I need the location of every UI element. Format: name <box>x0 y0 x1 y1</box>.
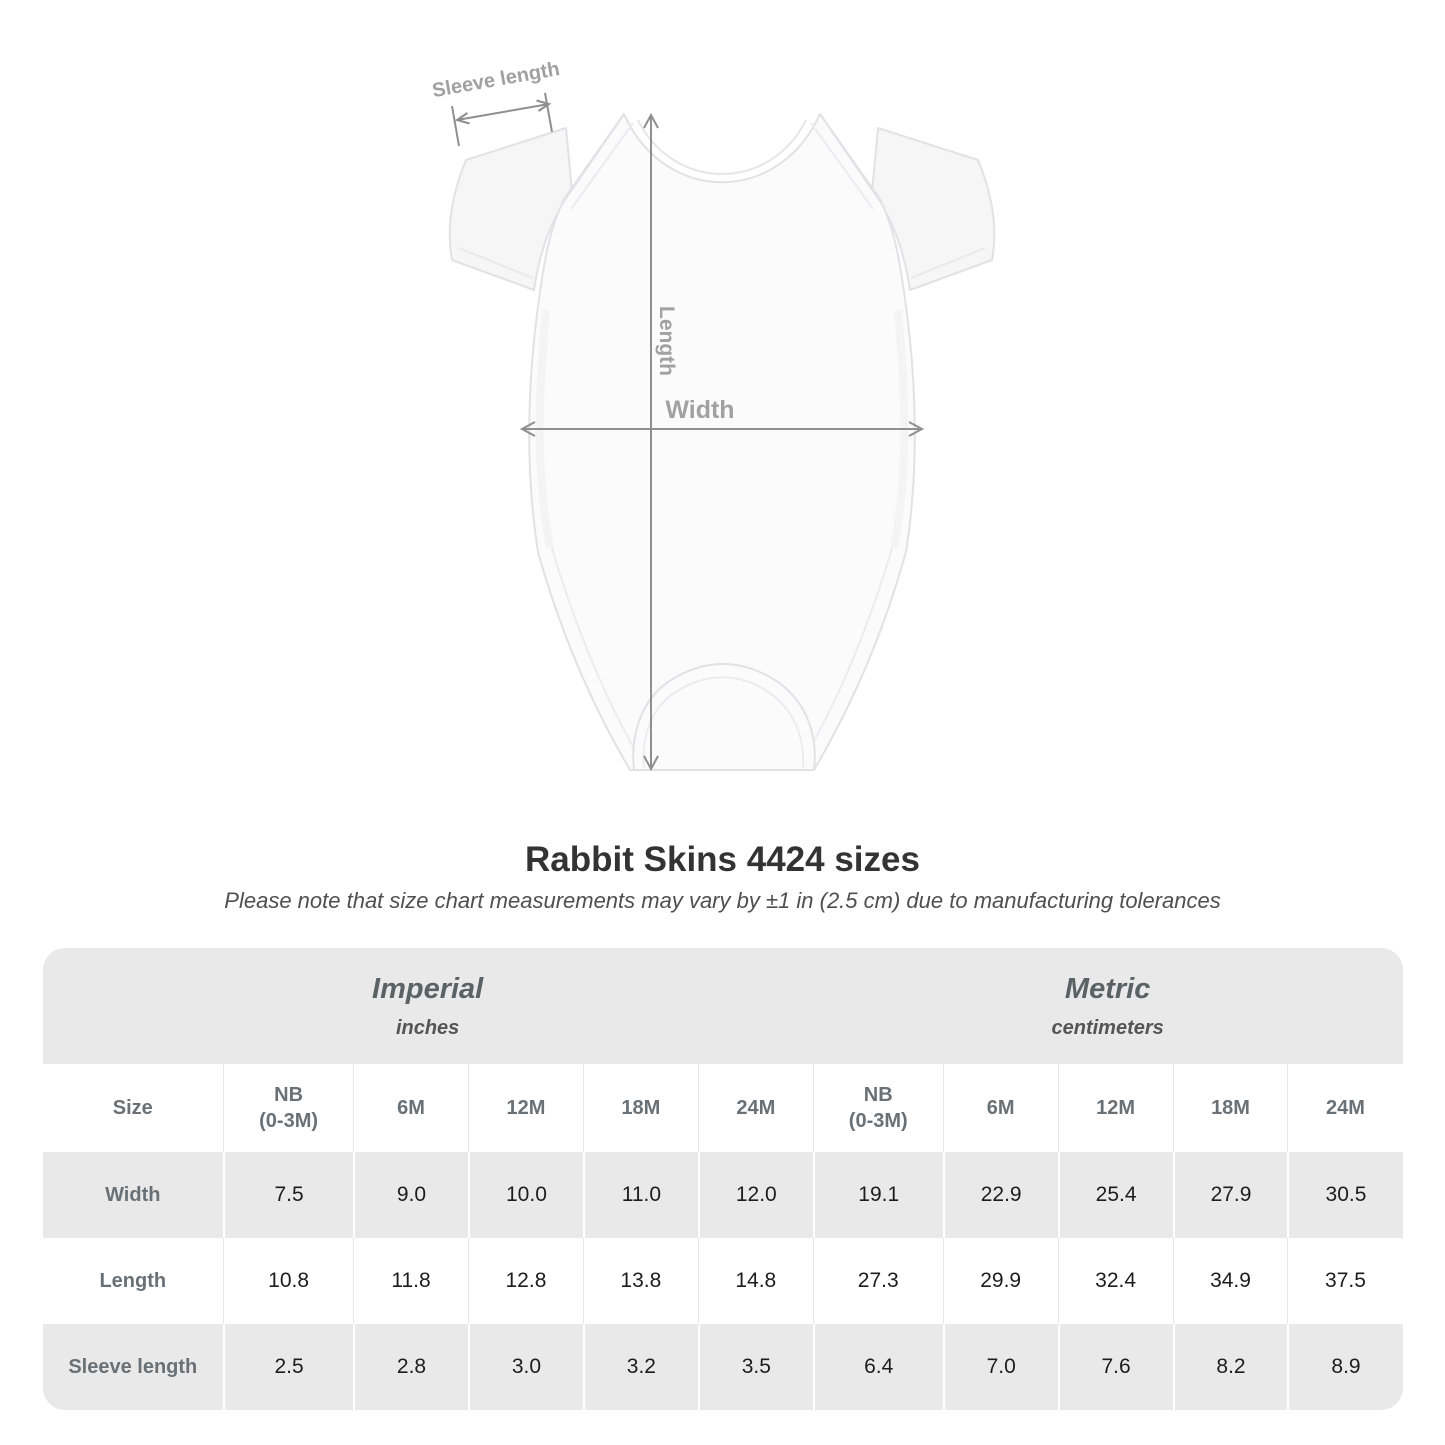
table-cell: 11.0 <box>582 1152 698 1238</box>
length-arrowhead-top <box>643 112 659 129</box>
table-cell: 32.4 <box>1057 1238 1173 1324</box>
table-cell: 22.9 <box>942 1152 1058 1238</box>
table-cell: 19.1 <box>812 1152 943 1238</box>
size-column-header: NB (0-3M) <box>223 1064 354 1152</box>
bodysuit-svg: Sleeve length Length Width <box>431 58 996 772</box>
page-title: Rabbit Skins 4424 sizes <box>525 840 920 879</box>
width-label: Width <box>665 396 734 424</box>
table-cell: 25.4 <box>1057 1152 1173 1238</box>
chart-heading: Rabbit Skins 4424 sizes Please note that… <box>0 840 1445 914</box>
right-shoulder-flap-edge <box>819 113 883 203</box>
bodysuit-graphic <box>448 113 996 771</box>
size-column-header: 24M <box>1287 1064 1403 1152</box>
size-column-header: 6M <box>942 1064 1058 1152</box>
row-label: Sleeve length <box>42 1324 224 1410</box>
table-cell: 3.0 <box>467 1324 583 1410</box>
metric-label: Metric <box>1064 972 1151 1005</box>
table-cell: 10.8 <box>223 1238 354 1324</box>
sleeve-arrowhead-right <box>536 99 552 112</box>
length-arrowhead-bottom <box>643 755 659 772</box>
size-column-header: NB (0-3M) <box>812 1064 943 1152</box>
table-cell: 12.0 <box>697 1152 813 1238</box>
size-chart-page: Sleeve length Length Width Rabbit Skins … <box>0 58 1445 1410</box>
right-side-shading <box>890 309 909 549</box>
size-column-header: Size <box>42 1064 224 1152</box>
table-cell: 10.0 <box>467 1152 583 1238</box>
table-cell: 3.5 <box>697 1324 813 1410</box>
table-cell: 11.8 <box>353 1238 468 1324</box>
table-cell: 27.3 <box>812 1238 943 1324</box>
size-column-header: 6M <box>353 1064 468 1152</box>
table-cell: 6.4 <box>812 1324 943 1410</box>
left-leg-binding-line <box>550 544 636 751</box>
right-leg-binding-line <box>808 544 894 751</box>
table-cell: 7.0 <box>942 1324 1058 1410</box>
size-column-header: 12M <box>467 1064 583 1152</box>
table-cell: 7.5 <box>223 1152 354 1238</box>
right-sleeve-hem-line <box>910 247 986 279</box>
imperial-header-cell: Imperial inches <box>42 948 813 1064</box>
sleeve-extension-tick-right <box>544 92 553 133</box>
sleeve-length-label: Sleeve length <box>431 58 562 102</box>
table-cell: 30.5 <box>1287 1152 1403 1238</box>
table-cell: 34.9 <box>1172 1238 1288 1324</box>
width-arrowhead-left <box>519 421 536 437</box>
table-cell: 12.8 <box>467 1238 583 1324</box>
left-sleeve-hem-line <box>458 247 534 279</box>
imperial-label: Imperial <box>372 972 484 1005</box>
table-cell: 2.8 <box>353 1324 468 1410</box>
table-row: Length 10.8 11.8 12.8 13.8 14.8 27.3 29.9 32.4 34… <box>42 1238 1403 1324</box>
table-row: Width 7.5 9.0 10.0 11.0 12.0 19.1 22.9 25.4 27.9 3… <box>42 1152 1403 1238</box>
size-column-header: 18M <box>582 1064 698 1152</box>
table-cell: 13.8 <box>582 1238 698 1324</box>
left-shoulder-flap-edge <box>561 113 625 203</box>
collar-band-line <box>637 119 807 175</box>
table-cell: 37.5 <box>1287 1238 1403 1324</box>
size-table: Imperial inches Metric centimeters Size … <box>42 948 1403 1410</box>
table-row: Sleeve length 2.5 2.8 3.0 3.2 3.5 6.4 7.0 7.6 8.2… <box>42 1324 1403 1410</box>
row-label: Width <box>42 1152 224 1238</box>
table-cell: 8.2 <box>1172 1324 1288 1410</box>
metric-header-cell: Metric centimeters <box>812 948 1403 1064</box>
sleeve-extension-tick-left <box>451 105 460 147</box>
size-header-row: Size NB (0-3M) 6M 12M 18M 24M NB (0-3M) 6M 12M 1… <box>42 1064 1403 1152</box>
imperial-units-label: inches <box>395 1016 460 1039</box>
table-cell: 7.6 <box>1057 1324 1173 1410</box>
torso <box>528 113 916 771</box>
table-cell: 9.0 <box>353 1152 468 1238</box>
table-cell: 14.8 <box>697 1238 813 1324</box>
page-subtitle: Please note that size chart measurements… <box>224 888 1221 913</box>
sleeve-dimension-line <box>456 103 550 121</box>
table-cell: 3.2 <box>582 1324 698 1410</box>
size-column-header: 18M <box>1172 1064 1288 1152</box>
bodysuit-diagram: Sleeve length Length Width <box>431 58 996 772</box>
units-header-row: Imperial inches Metric centimeters <box>42 948 1403 1064</box>
table-cell: 2.5 <box>223 1324 354 1410</box>
size-column-header: 24M <box>697 1064 813 1152</box>
left-side-shading <box>535 309 554 549</box>
table-cell: 27.9 <box>1172 1152 1288 1238</box>
dimension-annotations <box>451 92 925 772</box>
sleeve-arrowhead-left <box>454 112 470 125</box>
right-shoulder-flap-inner <box>810 122 874 210</box>
length-label: Length <box>655 306 678 376</box>
table-cell: 29.9 <box>942 1238 1058 1324</box>
size-column-header: 12M <box>1057 1064 1173 1152</box>
metric-units-label: centimeters <box>1051 1016 1164 1039</box>
table-cell: 8.9 <box>1287 1324 1403 1410</box>
width-arrowhead-right <box>908 421 925 437</box>
size-table-body: Width 7.5 9.0 10.0 11.0 12.0 19.1 22.9 25.4 27.9 3… <box>42 1152 1403 1410</box>
left-shoulder-flap-inner <box>570 122 634 210</box>
row-label: Length <box>42 1238 224 1324</box>
